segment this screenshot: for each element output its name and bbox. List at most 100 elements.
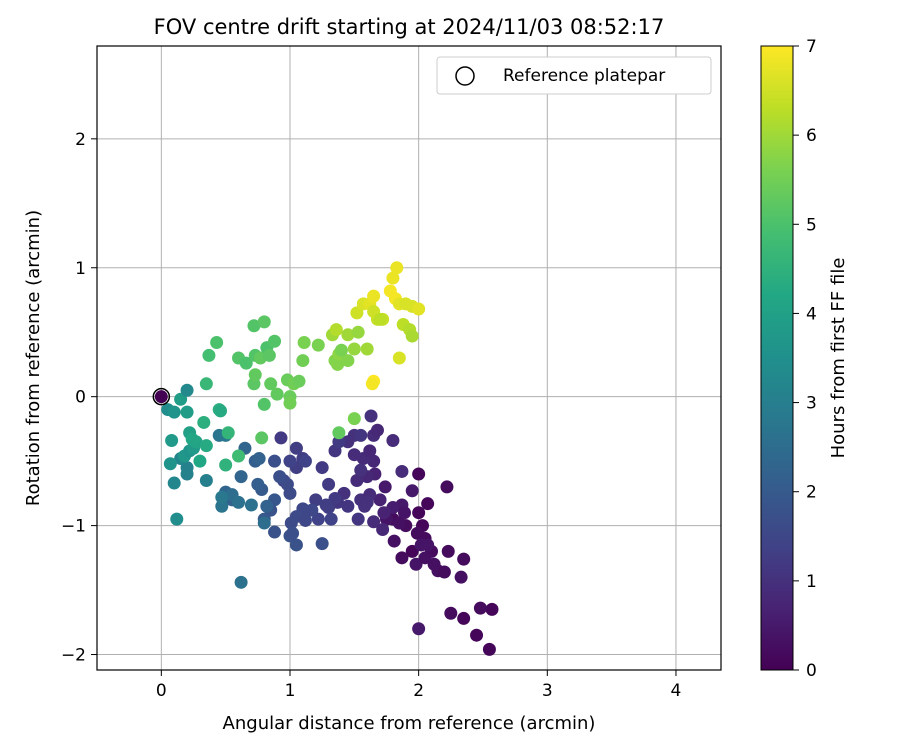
scatter-point: [358, 499, 372, 513]
grid-lines: [97, 46, 721, 670]
scatter-point: [444, 606, 458, 620]
scatter-point: [315, 537, 329, 551]
plot-frame: [96, 45, 722, 671]
scatter-point: [350, 473, 364, 487]
scatter-point: [485, 602, 499, 616]
scatter-point: [412, 506, 426, 520]
scatter-point: [360, 342, 374, 356]
scatter-point: [354, 463, 368, 477]
scatter-point: [189, 435, 203, 449]
colorbar-tick-label: 0: [806, 661, 817, 681]
scatter-point: [334, 343, 348, 357]
scatter-point: [244, 498, 258, 512]
scatter-point: [373, 312, 387, 326]
scatter-point: [167, 405, 181, 419]
scatter-point: [457, 611, 471, 625]
scatter-point: [376, 522, 390, 536]
scatter-point: [324, 512, 338, 526]
scatter-point: [252, 452, 266, 466]
reference-point-fill: [154, 390, 168, 404]
scatter-point: [365, 377, 379, 391]
scatter-point: [437, 565, 451, 579]
y-tick-label: 0: [75, 388, 86, 408]
colorbar-tick-label: 3: [806, 394, 817, 414]
legend-box: [436, 56, 712, 95]
scatter-point: [199, 377, 213, 391]
scatter-point: [284, 516, 298, 530]
scatter-point: [427, 557, 441, 571]
scatter-point: [395, 464, 409, 478]
scatter-point: [350, 306, 364, 320]
scatter-point: [262, 348, 276, 362]
scatter-point: [370, 423, 384, 437]
scatter-point: [341, 328, 355, 342]
scatter-point: [214, 404, 228, 418]
scatter-point: [454, 570, 468, 584]
legend-label: Reference platepar: [503, 66, 665, 86]
scatter-point: [410, 526, 424, 540]
scatter-point: [257, 397, 271, 411]
data-points: [154, 261, 499, 656]
scatter-point: [341, 499, 355, 513]
y-tick-label: −1: [61, 517, 86, 537]
scatter-point: [264, 377, 278, 391]
scatter-point: [329, 323, 343, 337]
scatter-point: [202, 348, 216, 362]
scatter-point: [319, 498, 333, 512]
scatter-point: [405, 329, 419, 343]
scatter-point: [367, 454, 381, 468]
scatter-point: [412, 467, 426, 481]
scatter-point: [239, 356, 253, 370]
scatter-point: [165, 434, 179, 448]
scatter-point: [180, 383, 194, 397]
scatter-point: [377, 506, 391, 520]
scatter-point: [378, 480, 392, 494]
scatter-point: [351, 512, 365, 526]
scatter-point: [298, 454, 312, 468]
scatter-point: [296, 354, 310, 368]
legend: Reference platepar: [436, 56, 712, 95]
y-axis-ticks: −2 −1 0 1 2: [61, 130, 97, 666]
scatter-point: [473, 601, 487, 615]
scatter-point: [341, 435, 355, 449]
scatter-point: [311, 338, 325, 352]
scatter-point: [482, 642, 496, 656]
x-tick-label: 1: [285, 681, 296, 701]
scatter-point: [247, 319, 261, 333]
scatter-point: [232, 449, 246, 463]
colorbar-tick-label: 4: [806, 304, 817, 324]
scatter-point: [283, 396, 297, 410]
scatter-point: [273, 470, 287, 484]
scatter-point: [386, 434, 400, 448]
scatter-point: [315, 461, 329, 475]
scatter-point: [347, 342, 361, 356]
scatter-point: [174, 392, 188, 406]
reference-platepar-marker: [152, 387, 171, 406]
x-tick-label: 0: [156, 681, 167, 701]
scatter-point: [441, 544, 455, 558]
scatter-point: [367, 515, 381, 529]
scatter-point: [386, 271, 400, 285]
colorbar-tick-label: 2: [806, 483, 817, 503]
chart-title: FOV centre drift starting at 2024/11/03 …: [154, 15, 665, 39]
scatter-point: [210, 336, 224, 350]
scatter-point: [257, 315, 271, 329]
scatter-point: [234, 470, 248, 484]
scatter-point: [405, 484, 419, 498]
scatter-point: [351, 325, 365, 339]
scatter-point: [234, 575, 248, 589]
colorbar-ticks: 0 1 2 3 4 5 6 7: [793, 37, 817, 681]
y-tick-label: −2: [61, 646, 86, 666]
colorbar-label: Hours from first FF file: [828, 258, 849, 459]
scatter-point: [297, 336, 311, 350]
legend-marker-icon: [455, 66, 475, 86]
scatter-point: [219, 458, 233, 472]
y-tick-label: 2: [75, 130, 86, 150]
x-tick-label: 3: [542, 681, 553, 701]
scatter-point: [363, 444, 377, 458]
scatter-point: [332, 426, 346, 440]
scatter-point: [354, 428, 368, 442]
scatter-point: [341, 354, 355, 368]
scatter-point: [470, 628, 484, 642]
scatter-point: [289, 538, 303, 552]
